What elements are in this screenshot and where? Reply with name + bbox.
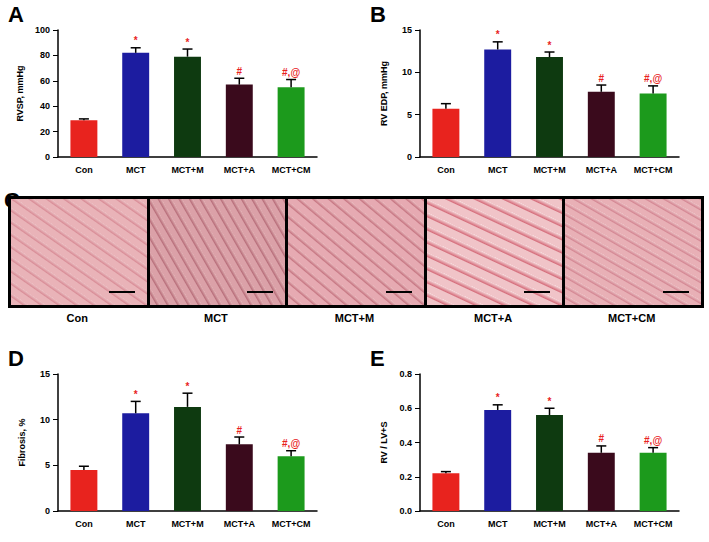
html-text:C: C — [4, 188, 20, 213]
svg-text:#,@: #,@ — [644, 73, 662, 84]
svg-text:MCT+M: MCT+M — [533, 165, 565, 175]
svg-text:#,@: #,@ — [644, 435, 662, 446]
svg-text:Con: Con — [437, 165, 455, 175]
svg-text:MCT+CM: MCT+CM — [634, 165, 673, 175]
svg-text:MCT+A: MCT+A — [586, 165, 618, 175]
svg-text:0: 0 — [407, 152, 412, 162]
svg-text:0: 0 — [45, 506, 50, 516]
svg-text:MCT+M: MCT+M — [171, 519, 203, 529]
svg-text:Fibrosis, %: Fibrosis, % — [17, 418, 27, 466]
svg-text:RV / LV+S: RV / LV+S — [379, 422, 389, 464]
svg-text:15: 15 — [40, 369, 50, 379]
svg-text:MCT+A: MCT+A — [224, 519, 256, 529]
svg-text:5: 5 — [45, 460, 50, 470]
svg-text:10: 10 — [402, 67, 412, 77]
svg-text:#: # — [237, 66, 243, 77]
svg-text:*: * — [134, 35, 138, 46]
svg-text:40: 40 — [40, 101, 50, 111]
svg-text:60: 60 — [40, 76, 50, 86]
svg-text:MCT: MCT — [488, 165, 508, 175]
html-text:MCT+CM: MCT+CM — [608, 312, 656, 324]
svg-text:MCT+CM: MCT+CM — [272, 519, 311, 529]
svg-text:0.0: 0.0 — [399, 506, 412, 516]
svg-text:#: # — [599, 433, 605, 444]
svg-text:#: # — [237, 425, 243, 436]
svg-text:*: * — [496, 392, 500, 403]
svg-text:0.2: 0.2 — [399, 472, 412, 482]
svg-text:MCT+M: MCT+M — [533, 519, 565, 529]
svg-text:MCT+CM: MCT+CM — [272, 165, 311, 175]
svg-text:RV EDP, mmHg: RV EDP, mmHg — [379, 61, 389, 126]
svg-text:20: 20 — [40, 127, 50, 137]
svg-text:Con: Con — [75, 519, 93, 529]
svg-text:5: 5 — [407, 110, 412, 120]
svg-text:RVSP, mmHg: RVSP, mmHg — [15, 65, 25, 121]
svg-text:*: * — [548, 40, 552, 51]
svg-text:MCT+A: MCT+A — [224, 165, 256, 175]
svg-text:0: 0 — [45, 152, 50, 162]
svg-text:0.6: 0.6 — [399, 403, 412, 413]
svg-text:MCT+A: MCT+A — [586, 519, 618, 529]
html-text:MCT: MCT — [204, 312, 228, 324]
html-text:Con: Con — [66, 312, 88, 324]
svg-text:MCT: MCT — [126, 165, 146, 175]
svg-text:MCT: MCT — [488, 519, 508, 529]
svg-text:100: 100 — [35, 25, 50, 35]
svg-text:Con: Con — [75, 165, 93, 175]
svg-text:#,@: #,@ — [282, 438, 300, 449]
svg-text:*: * — [134, 389, 138, 400]
svg-text:MCT+CM: MCT+CM — [634, 519, 673, 529]
svg-text:*: * — [548, 396, 552, 407]
svg-text:15: 15 — [402, 25, 412, 35]
html-text:D: D — [8, 346, 24, 371]
html-text:B: B — [370, 2, 386, 27]
html-text:A: A — [8, 2, 24, 27]
html-text:E: E — [370, 346, 385, 371]
svg-text:*: * — [496, 29, 500, 40]
html-text:MCT+A: MCT+A — [474, 312, 513, 324]
svg-text:MCT+M: MCT+M — [171, 165, 203, 175]
svg-text:#: # — [599, 73, 605, 84]
svg-text:80: 80 — [40, 50, 50, 60]
svg-text:Con: Con — [437, 519, 455, 529]
html-text:MCT+M: MCT+M — [334, 312, 375, 324]
svg-text:0.8: 0.8 — [399, 369, 412, 379]
svg-text:10: 10 — [40, 415, 50, 425]
svg-text:0.4: 0.4 — [399, 438, 412, 448]
svg-text:MCT: MCT — [126, 519, 146, 529]
svg-text:#,@: #,@ — [282, 67, 300, 78]
svg-text:*: * — [186, 37, 190, 48]
svg-text:*: * — [186, 381, 190, 392]
